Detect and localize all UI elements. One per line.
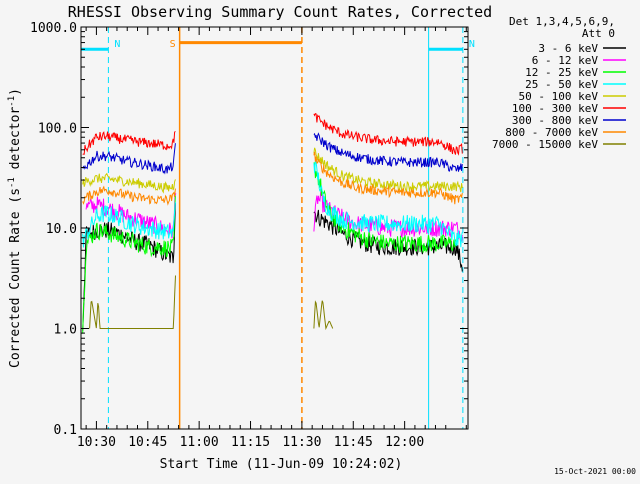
y-tick-label: 100.0 bbox=[38, 122, 77, 137]
x-tick-label: 10:45 bbox=[128, 435, 167, 450]
series-line-segment bbox=[82, 131, 176, 155]
series-line-segment bbox=[82, 143, 176, 175]
series-800-7000-kev bbox=[82, 151, 463, 206]
series-line-segment bbox=[89, 275, 176, 329]
legend-entry-label: 12 - 25 keV bbox=[525, 66, 598, 79]
y-tick-label: 1000.0 bbox=[30, 21, 77, 36]
x-tick-label: 12:00 bbox=[385, 435, 424, 450]
series-line-segment bbox=[82, 172, 176, 194]
series-300-800-kev bbox=[82, 132, 463, 175]
y-axis-label: Corrected Count Rate (s-1 detector-1) bbox=[7, 88, 23, 368]
series-100-300-kev bbox=[82, 112, 463, 156]
footer-date: 15-Oct-2021 00:00 bbox=[554, 467, 636, 476]
series-line-segment bbox=[82, 195, 176, 334]
mode-marker-label: N bbox=[469, 39, 475, 50]
series-line-segment bbox=[313, 160, 463, 248]
series-line-segment bbox=[313, 112, 463, 156]
legend-entry-label: 300 - 800 keV bbox=[512, 114, 598, 127]
series-line-segment bbox=[85, 193, 177, 239]
series-7000-15000-kev bbox=[89, 275, 334, 331]
series-line-segment bbox=[82, 202, 176, 248]
legend-entry-label: 25 - 50 keV bbox=[525, 78, 598, 91]
series-line-segment bbox=[313, 132, 463, 172]
legend-header: Att 0 bbox=[582, 27, 615, 40]
y-tick-label: 0.1 bbox=[54, 423, 77, 438]
series-line-segment bbox=[313, 300, 334, 331]
legend-entry-label: 7000 - 15000 keV bbox=[492, 138, 598, 151]
series-50-100-kev bbox=[82, 147, 463, 194]
legend-entry-label: 800 - 7000 keV bbox=[505, 126, 598, 139]
legend-header: Det 1,3,4,5,6,9, bbox=[509, 15, 615, 28]
series-25-50-kev bbox=[82, 160, 463, 248]
x-tick-label: 10:30 bbox=[77, 435, 116, 450]
mode-marker-label: N bbox=[114, 39, 120, 50]
x-tick-label: 11:15 bbox=[231, 435, 270, 450]
legend-entry-label: 3 - 6 keV bbox=[538, 42, 598, 55]
x-tick-label: 11:30 bbox=[282, 435, 321, 450]
x-tick-label: 11:45 bbox=[334, 435, 373, 450]
chart-title: RHESSI Observing Summary Count Rates, Co… bbox=[68, 3, 492, 21]
series-line-segment bbox=[313, 151, 463, 205]
legend-entry-label: 6 - 12 keV bbox=[532, 54, 599, 67]
legend-entry-label: 100 - 300 keV bbox=[512, 102, 598, 115]
legend-entry-label: 50 - 100 keV bbox=[519, 90, 599, 103]
x-tick-label: 11:00 bbox=[180, 435, 219, 450]
series-line-segment bbox=[313, 147, 463, 193]
x-axis-label: Start Time (11-Jun-09 10:24:02) bbox=[160, 457, 403, 472]
axes-layer: 1000.0 100.0 10.0 1.0 0.110:30 10:45 11:00 11:1… bbox=[30, 21, 468, 450]
series-line-segment bbox=[82, 185, 176, 206]
mode-marker-label: S bbox=[170, 39, 176, 50]
series-layer bbox=[82, 112, 463, 334]
y-tick-label: 10.0 bbox=[46, 222, 77, 237]
y-tick-label: 1.0 bbox=[54, 323, 77, 338]
